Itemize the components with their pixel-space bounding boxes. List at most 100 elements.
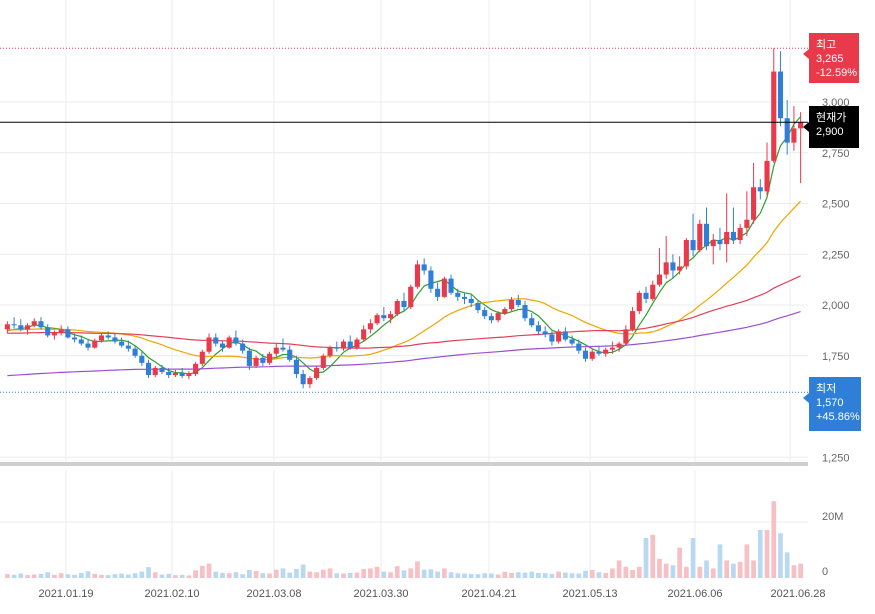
volume-bar — [650, 534, 656, 578]
candle-body — [549, 334, 555, 342]
candle-body — [488, 316, 494, 321]
moving-average-60 — [7, 275, 801, 349]
candle — [273, 343, 279, 357]
volume-bar — [206, 563, 212, 578]
volume-bar — [462, 573, 467, 578]
candle — [213, 333, 219, 347]
candle — [576, 339, 582, 354]
volume-bar — [502, 571, 508, 578]
candle — [670, 254, 676, 279]
candle-body — [11, 324, 17, 326]
volume-bar — [381, 571, 387, 578]
volume-bar — [401, 570, 407, 578]
candle — [45, 324, 51, 338]
candle — [367, 319, 373, 334]
volume-bar — [388, 572, 393, 578]
volume-bar — [347, 572, 353, 578]
moving-average-layer — [7, 116, 802, 377]
candle-body — [374, 315, 380, 324]
candle-body — [468, 298, 474, 303]
volume-bar — [394, 566, 400, 578]
volume-bar — [778, 533, 783, 578]
volume-bar — [226, 573, 232, 578]
candle-body — [18, 325, 24, 330]
candle-body — [280, 347, 286, 350]
volume-bar — [428, 569, 434, 578]
volume-bar — [731, 563, 736, 578]
candle — [51, 330, 57, 340]
candle — [354, 337, 360, 350]
volume-bar — [220, 572, 225, 578]
candle-body — [314, 367, 320, 379]
volume-bar — [273, 569, 279, 578]
candle — [119, 337, 125, 348]
candle — [455, 288, 461, 301]
volume-bar — [475, 574, 481, 578]
candle — [105, 331, 111, 340]
candle-body — [670, 262, 676, 271]
candle — [522, 300, 528, 322]
candle-body — [132, 348, 138, 356]
volume-bar — [78, 572, 84, 578]
reference-line-layer — [0, 47, 808, 393]
volume-bar — [589, 570, 595, 578]
candle-body — [287, 349, 293, 360]
candle — [636, 290, 642, 315]
volume-bar — [690, 538, 696, 578]
candle — [677, 256, 683, 275]
volume-bar — [85, 571, 91, 578]
volume-bar — [146, 567, 151, 578]
volume-bar — [710, 568, 716, 578]
volume-bar — [139, 571, 145, 578]
candle-body — [556, 331, 562, 342]
candle — [401, 292, 407, 312]
candle — [125, 340, 131, 352]
candle-body — [78, 339, 84, 344]
candle-body — [233, 337, 239, 344]
candle — [320, 353, 326, 370]
candle — [764, 142, 770, 196]
candle-body — [448, 278, 454, 293]
candle — [145, 359, 152, 379]
volume-bar — [31, 574, 37, 578]
candle-body — [791, 128, 797, 143]
candle — [717, 227, 723, 251]
candle-body — [435, 288, 441, 297]
volume-bar — [610, 568, 615, 578]
candle — [394, 298, 400, 317]
volume-bar — [697, 566, 703, 578]
candle — [159, 364, 165, 375]
volume-bar — [569, 573, 575, 578]
date-tick-label: 2021.03.08 — [246, 588, 301, 600]
volume-bar — [663, 563, 669, 578]
candle — [771, 48, 777, 163]
volume-bar — [757, 530, 763, 578]
candle — [206, 333, 212, 354]
candle-body — [394, 300, 400, 315]
candle — [98, 333, 105, 343]
volume-tick-label: 20M — [822, 511, 843, 523]
candle-body — [428, 270, 434, 289]
date-tick-label: 2021.03.30 — [353, 588, 408, 600]
grid-layer — [0, 0, 808, 578]
volume-bar — [341, 573, 346, 578]
volume-bar — [542, 573, 548, 578]
volume-bar — [630, 570, 635, 578]
candle — [287, 345, 293, 362]
candle — [650, 280, 656, 301]
volume-bar — [152, 572, 158, 578]
candle — [78, 335, 84, 346]
candle-body — [166, 371, 172, 376]
volume-bar — [435, 571, 440, 578]
volume-bar — [173, 575, 178, 578]
candle-body — [509, 299, 515, 310]
candle-body — [293, 359, 299, 375]
volume-bar — [72, 574, 77, 578]
candle — [744, 191, 750, 236]
candle-body — [475, 302, 481, 311]
volume-bar — [495, 574, 501, 578]
candle — [482, 307, 488, 320]
candle — [166, 367, 172, 379]
candle — [603, 347, 609, 357]
